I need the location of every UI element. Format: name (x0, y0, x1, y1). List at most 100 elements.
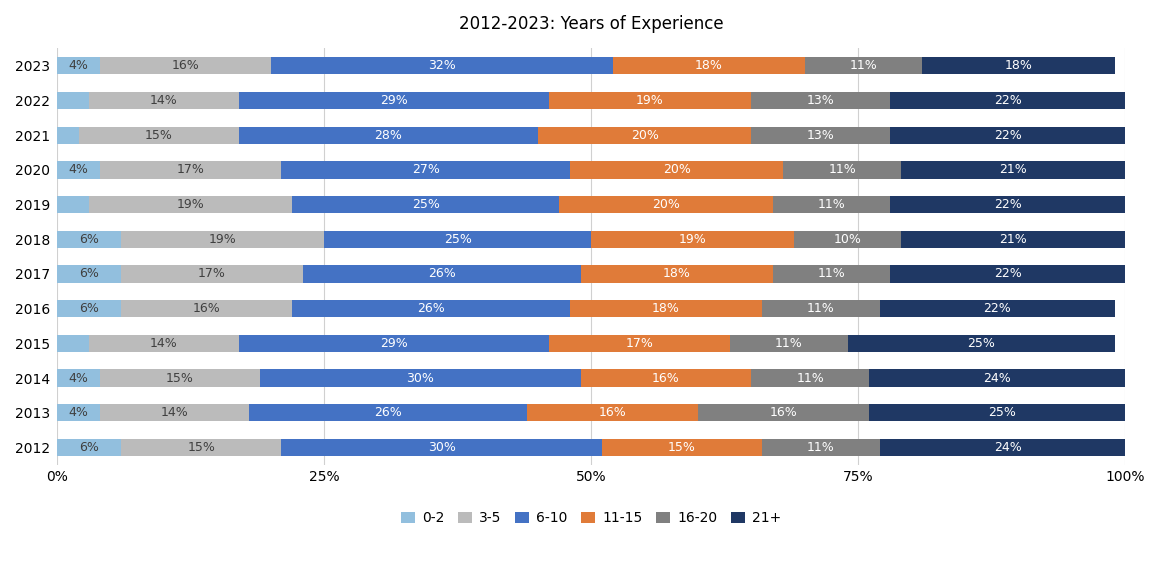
Bar (612, 57, 805, 74)
Bar (869, 369, 1125, 387)
Bar (890, 265, 1125, 282)
Text: 26%: 26% (375, 406, 403, 419)
Bar (795, 231, 901, 248)
Bar (100, 369, 260, 387)
Bar (879, 300, 1115, 317)
Text: 20%: 20% (631, 129, 659, 142)
Bar (270, 57, 612, 74)
Bar (239, 92, 549, 109)
Bar (292, 196, 559, 213)
Text: 25%: 25% (412, 198, 440, 211)
Bar (292, 300, 570, 317)
Text: 13%: 13% (807, 94, 835, 107)
Text: 24%: 24% (994, 441, 1022, 454)
Text: 11%: 11% (775, 337, 803, 350)
Bar (922, 57, 1115, 74)
Bar (698, 404, 869, 422)
Bar (57, 231, 122, 248)
Text: 4%: 4% (68, 59, 88, 72)
Text: 30%: 30% (406, 372, 434, 385)
Bar (901, 161, 1125, 179)
Bar (324, 231, 592, 248)
Text: 18%: 18% (652, 302, 680, 315)
Bar (57, 300, 122, 317)
Text: 18%: 18% (695, 59, 723, 72)
Text: 11%: 11% (818, 267, 846, 281)
Title: 2012-2023: Years of Experience: 2012-2023: Years of Experience (459, 15, 724, 33)
Text: 17%: 17% (176, 164, 204, 176)
Text: 16%: 16% (193, 302, 220, 315)
Bar (249, 404, 527, 422)
Bar (890, 92, 1125, 109)
Text: 29%: 29% (379, 337, 407, 350)
Bar (869, 404, 1136, 422)
Text: 21%: 21% (999, 164, 1027, 176)
Text: 14%: 14% (150, 337, 177, 350)
Bar (752, 369, 869, 387)
Text: 26%: 26% (418, 302, 445, 315)
Bar (805, 57, 922, 74)
Text: 32%: 32% (428, 59, 456, 72)
Text: 18%: 18% (1005, 59, 1032, 72)
Bar (752, 92, 890, 109)
Text: 15%: 15% (166, 372, 194, 385)
Bar (559, 196, 773, 213)
Bar (570, 161, 783, 179)
Text: 27%: 27% (412, 164, 440, 176)
Text: 25%: 25% (967, 337, 995, 350)
Text: 19%: 19% (209, 233, 237, 246)
Text: 15%: 15% (668, 441, 696, 454)
Legend: 0-2, 3-5, 6-10, 11-15, 16-20, 21+: 0-2, 3-5, 6-10, 11-15, 16-20, 21+ (396, 506, 786, 531)
Bar (762, 300, 879, 317)
Bar (122, 300, 292, 317)
Text: 15%: 15% (145, 129, 173, 142)
Bar (901, 231, 1125, 248)
Text: 18%: 18% (662, 267, 690, 281)
Bar (57, 335, 89, 352)
Text: 11%: 11% (818, 198, 846, 211)
Text: 16%: 16% (769, 406, 797, 419)
Text: 19%: 19% (636, 94, 664, 107)
Text: 19%: 19% (176, 198, 204, 211)
Text: 6%: 6% (79, 441, 99, 454)
Text: 17%: 17% (198, 267, 226, 281)
Text: 10%: 10% (834, 233, 862, 246)
Text: 22%: 22% (994, 94, 1022, 107)
Bar (122, 265, 303, 282)
Text: 6%: 6% (79, 302, 99, 315)
Bar (100, 404, 249, 422)
Text: 14%: 14% (150, 94, 177, 107)
Bar (57, 196, 89, 213)
Text: 11%: 11% (828, 164, 856, 176)
Text: 16%: 16% (652, 372, 680, 385)
Text: 13%: 13% (807, 129, 835, 142)
Bar (57, 92, 89, 109)
Bar (580, 369, 752, 387)
Bar (100, 57, 270, 74)
Text: 4%: 4% (68, 406, 88, 419)
Text: 16%: 16% (599, 406, 626, 419)
Text: 4%: 4% (68, 164, 88, 176)
Bar (773, 196, 890, 213)
Text: 20%: 20% (652, 198, 680, 211)
Text: 25%: 25% (988, 406, 1016, 419)
Bar (848, 335, 1115, 352)
Bar (549, 335, 730, 352)
Bar (752, 126, 890, 144)
Bar (239, 335, 549, 352)
Text: 11%: 11% (850, 59, 877, 72)
Bar (890, 196, 1125, 213)
Bar (602, 438, 762, 456)
Text: 16%: 16% (172, 59, 200, 72)
Bar (57, 126, 79, 144)
Bar (879, 438, 1136, 456)
Bar (100, 161, 282, 179)
Text: 15%: 15% (188, 441, 216, 454)
Text: 22%: 22% (994, 129, 1022, 142)
Bar (570, 300, 762, 317)
Bar (89, 92, 239, 109)
Text: 20%: 20% (662, 164, 690, 176)
Text: 30%: 30% (428, 441, 456, 454)
Text: 22%: 22% (984, 302, 1012, 315)
Bar (762, 438, 879, 456)
